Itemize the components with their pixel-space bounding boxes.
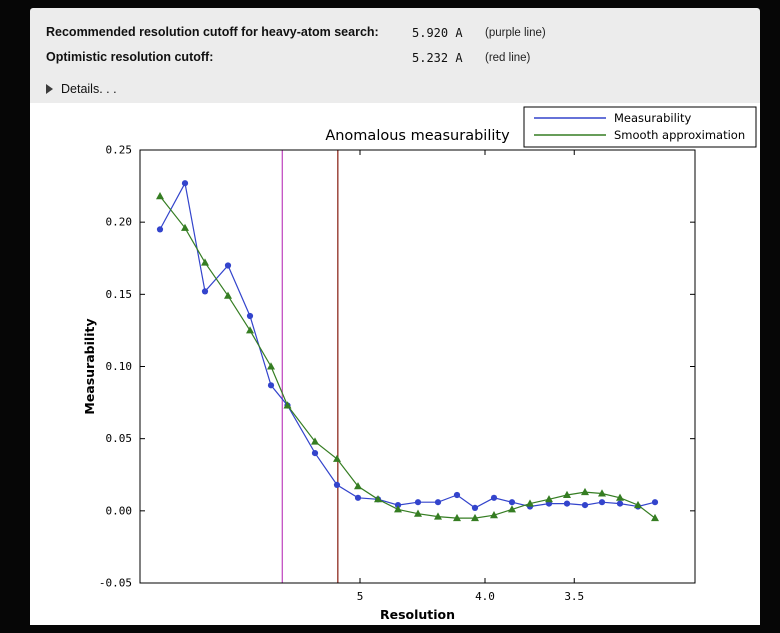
xtriage-result-window: Recommended resolution cutoff for heavy-… — [30, 8, 760, 625]
smooth-approximation-marker — [651, 513, 659, 522]
measurability-marker — [181, 180, 189, 187]
y-tick-label: 0.25 — [106, 144, 133, 157]
smooth-approximation-marker — [311, 437, 319, 445]
smooth-approximation-marker — [414, 509, 422, 517]
smooth-approximation-marker — [616, 493, 624, 501]
recommended-cutoff-label: Recommended resolution cutoff for heavy-… — [46, 25, 379, 39]
legend-label-smooth-approximation: Smooth approximation — [614, 128, 745, 142]
measurability-marker — [246, 312, 254, 320]
smooth-approximation-marker — [333, 454, 341, 462]
optimistic-cutoff-label: Optimistic resolution cutoff: — [46, 50, 214, 64]
smooth-approximation-marker — [267, 362, 275, 370]
smooth-approximation-marker — [581, 487, 589, 496]
measurability-marker — [156, 226, 164, 233]
details-disclosure[interactable]: Details. . . — [46, 82, 117, 96]
smooth-approximation-marker — [224, 291, 232, 299]
smooth-approximation-marker — [201, 258, 209, 266]
smooth-approximation-marker — [598, 489, 606, 497]
measurability-marker — [224, 262, 232, 269]
smooth-approximation-marker — [394, 505, 402, 513]
anomalous-measurability-chart: -0.05 0.00 0.05 0.10 0.15 0.20 0.25 5 4.0 3.5 Anom… — [82, 106, 757, 622]
smooth-approximation-marker — [508, 505, 516, 513]
recommended-cutoff-value: 5.920 A — [412, 26, 463, 40]
smooth-approximation-marker — [545, 495, 553, 503]
measurability-marker — [354, 494, 362, 501]
y-tick-label: 0.05 — [106, 432, 133, 445]
x-tick-label: 4.0 — [475, 590, 495, 603]
details-label: Details. . . — [61, 82, 117, 96]
measurability-marker — [434, 499, 442, 506]
y-tick-label: -0.05 — [99, 577, 132, 590]
measurability-marker — [581, 502, 589, 509]
x-tick-label: 5 — [357, 590, 364, 603]
y-tick-label: 0.20 — [106, 216, 133, 229]
smooth-approximation-marker — [563, 490, 571, 498]
measurability-marker — [508, 499, 516, 506]
measurability-marker — [616, 500, 624, 507]
smooth-approximation-marker — [434, 512, 442, 520]
measurability-marker — [651, 499, 659, 506]
disclosure-triangle-icon — [46, 84, 53, 94]
y-tick-label: 0.00 — [106, 504, 133, 517]
measurability-marker — [598, 499, 606, 506]
smooth-approximation-marker — [490, 511, 498, 519]
x-tick-label: 3.5 — [564, 590, 584, 603]
smooth-approximation-marker — [453, 513, 461, 522]
legend — [523, 106, 757, 148]
smooth-approximation-marker — [354, 482, 362, 490]
plot-area — [140, 150, 695, 583]
smooth-approximation-marker — [246, 326, 254, 334]
smooth-approximation-marker — [283, 401, 292, 409]
measurability-marker — [311, 450, 319, 457]
measurability-marker — [453, 491, 461, 499]
smooth-approximation-marker — [181, 223, 189, 231]
measurability-marker — [394, 502, 402, 509]
optimistic-cutoff-note: (red line) — [485, 51, 531, 64]
measurability-marker — [267, 382, 275, 389]
chart-title: Anomalous measurability — [325, 128, 510, 144]
legend-label-measurability: Measurability — [614, 111, 691, 125]
chart-figure: -0.05 0.00 0.05 0.10 0.15 0.20 0.25 5 4.0 3.5 Anom… — [30, 103, 760, 625]
measurability-marker — [563, 500, 571, 507]
smooth-approximation-marker — [471, 513, 479, 522]
measurability-marker — [490, 494, 498, 501]
measurability-marker — [414, 499, 422, 506]
x-axis-label: Resolution — [380, 607, 455, 622]
resolution-cutoff-panel: Recommended resolution cutoff for heavy-… — [30, 8, 760, 103]
smooth-approximation-marker — [374, 495, 382, 503]
smooth-approximation-marker — [634, 500, 642, 509]
measurability-marker — [201, 288, 209, 295]
legend-box — [523, 106, 757, 148]
optimistic-cutoff-row: Optimistic resolution cutoff: 5.232 A (r… — [30, 50, 760, 66]
smooth-approximation-line — [159, 195, 656, 519]
y-tick-label: 0.10 — [106, 360, 133, 373]
smooth-approximation-marker — [526, 499, 534, 507]
measurability-marker — [471, 504, 479, 511]
recommended-cutoff-note: (purple line) — [485, 26, 546, 39]
smooth-approximation-marker — [156, 192, 164, 200]
recommended-cutoff-row: Recommended resolution cutoff for heavy-… — [30, 25, 760, 41]
optimistic-cutoff-value: 5.232 A — [412, 51, 463, 65]
y-axis-label: Measurability — [82, 318, 97, 414]
measurability-marker — [333, 481, 341, 488]
y-tick-label: 0.15 — [106, 288, 133, 301]
